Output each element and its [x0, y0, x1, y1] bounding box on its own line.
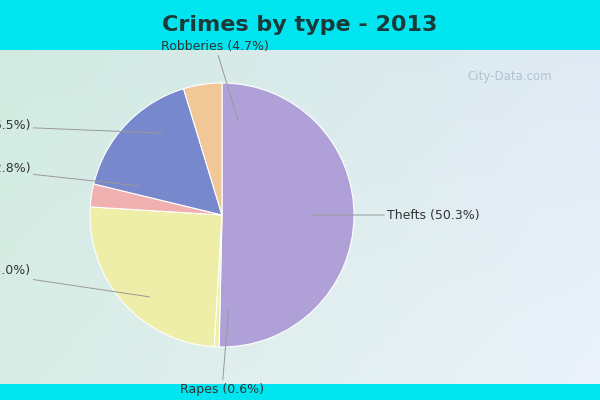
- Text: City-Data.com: City-Data.com: [467, 70, 552, 83]
- Text: Rapes (0.6%): Rapes (0.6%): [180, 310, 264, 396]
- Wedge shape: [94, 89, 222, 215]
- Wedge shape: [90, 184, 222, 215]
- Text: Auto thefts (16.5%): Auto thefts (16.5%): [0, 119, 163, 133]
- Text: Burglaries (25.0%): Burglaries (25.0%): [0, 264, 149, 297]
- Wedge shape: [219, 83, 354, 347]
- Wedge shape: [90, 207, 222, 347]
- Text: Crimes by type - 2013: Crimes by type - 2013: [163, 15, 437, 35]
- Wedge shape: [184, 83, 222, 215]
- Wedge shape: [214, 215, 222, 347]
- Text: Robberies (4.7%): Robberies (4.7%): [161, 40, 269, 120]
- Text: Thefts (50.3%): Thefts (50.3%): [312, 208, 479, 222]
- Text: Assaults (2.8%): Assaults (2.8%): [0, 162, 140, 186]
